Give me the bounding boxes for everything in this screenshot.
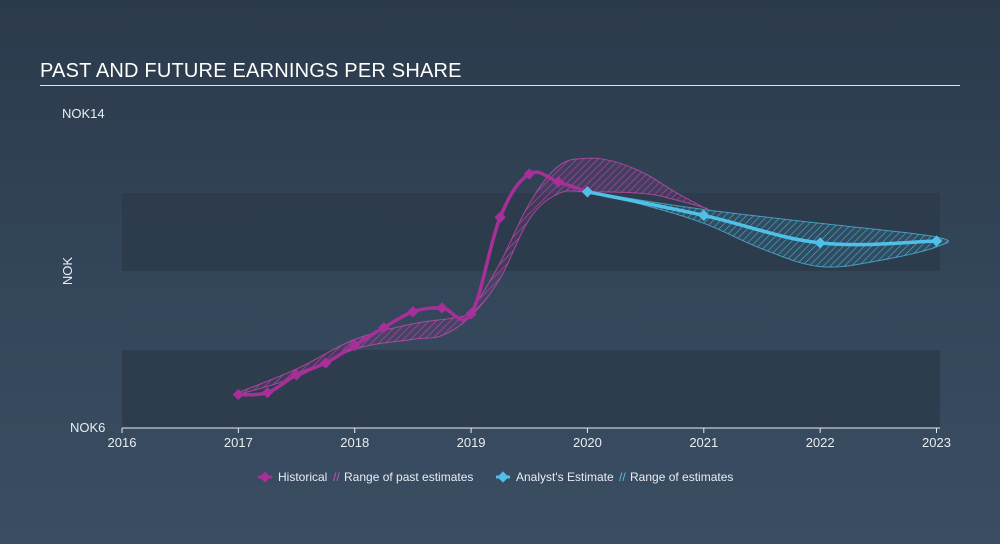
x-tick-label: 2016 <box>108 435 137 450</box>
page-title: PAST AND FUTURE EARNINGS PER SHARE <box>40 60 462 82</box>
historical-point[interactable] <box>319 357 332 369</box>
historical-point[interactable] <box>407 306 419 318</box>
historical-point[interactable] <box>465 308 477 320</box>
estimate-point[interactable] <box>698 209 710 222</box>
x-tick-label: 2023 <box>922 435 951 450</box>
legend-label-historical: Historical <box>278 470 327 484</box>
title-divider <box>40 85 960 86</box>
historical-point[interactable] <box>552 176 564 188</box>
x-tick-label: 2018 <box>340 435 369 450</box>
y-tick-label-bottom: NOK6 <box>70 420 105 435</box>
legend-item-past-range[interactable]: // Range of past estimates <box>333 470 473 484</box>
past-estimates-range <box>237 157 709 396</box>
historical-point[interactable] <box>261 386 274 399</box>
y-axis-title: NOK <box>60 257 75 286</box>
estimate-point[interactable] <box>814 237 826 249</box>
band-lower <box>122 350 940 428</box>
hatch-swatch-icon: // <box>333 470 340 484</box>
x-tick-label: 2021 <box>689 435 718 450</box>
x-tick-label: 2017 <box>224 435 253 450</box>
x-tick-label: 2020 <box>573 435 602 450</box>
historical-point[interactable] <box>378 321 390 334</box>
legend: Historical // Range of past estimates An… <box>258 470 733 484</box>
legend-item-estimate[interactable]: Analyst's Estimate <box>496 470 614 484</box>
x-axis: 2016 2017 2018 2019 2020 2021 2022 2023 <box>108 427 951 450</box>
estimate-line <box>585 190 939 247</box>
historical-point[interactable] <box>436 302 448 314</box>
y-tick-label-top: NOK14 <box>62 106 105 121</box>
legend-item-historical[interactable]: Historical <box>258 470 327 484</box>
x-tick-label: 2022 <box>806 435 835 450</box>
hatch-swatch-icon: // <box>619 470 626 484</box>
y-axis-labels: NOK14 NOK6 NOK <box>60 106 105 435</box>
legend-label-past-range: Range of past estimates <box>344 470 473 484</box>
x-tick-label: 2019 <box>457 435 486 450</box>
legend-label-future-range: Range of estimates <box>630 470 733 484</box>
legend-label-estimate: Analyst's Estimate <box>516 470 614 484</box>
legend-item-future-range[interactable]: // Range of estimates <box>619 470 733 484</box>
